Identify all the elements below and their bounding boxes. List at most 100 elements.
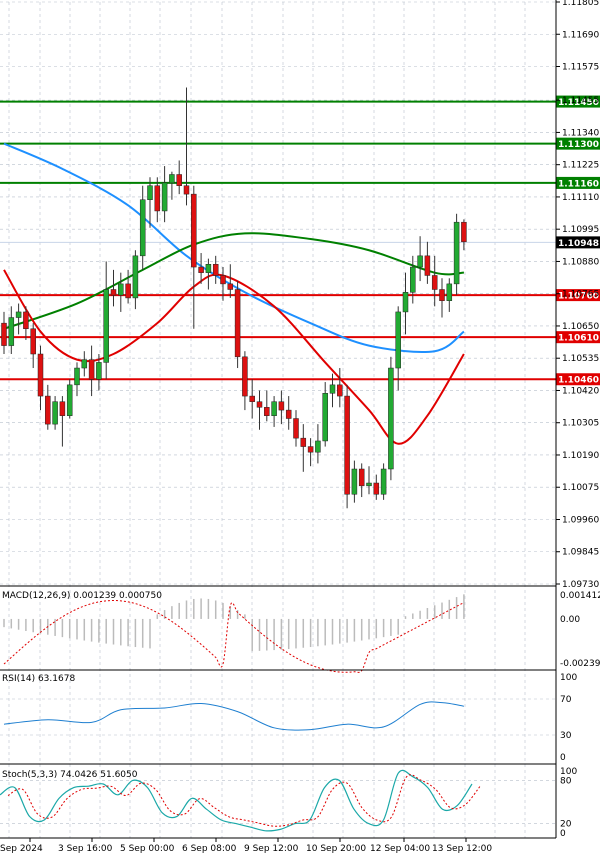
candle-body: [147, 185, 153, 200]
candle-body: [344, 395, 350, 495]
price-tick-label: 1.11690: [562, 30, 599, 40]
candle-body: [23, 311, 29, 330]
candle-body: [264, 407, 270, 416]
price-tick-label: 1.09730: [562, 580, 599, 590]
candle-body: [15, 311, 22, 318]
candle-body: [249, 395, 255, 402]
level-price-label: 1.10760: [558, 292, 599, 302]
candle-body: [417, 255, 423, 268]
axis-labels: MACD(12,26,9) 0.001239 0.000750 RSI(14) …: [2, 591, 162, 780]
candle-body: [118, 283, 124, 296]
candle-body: [388, 367, 394, 470]
candle-body: [8, 317, 15, 346]
candle-body: [285, 409, 292, 419]
macd-tick-label: 0.00: [560, 615, 580, 625]
candle-body: [424, 255, 431, 276]
level-price-label: 1.10610: [558, 334, 599, 344]
candle-body: [410, 266, 416, 293]
candle-body: [1, 322, 7, 346]
level-price-label: 1.11450: [558, 98, 599, 108]
stoch-tick-label: 100: [560, 767, 577, 777]
level-tag: [556, 331, 600, 344]
stoch-k-line: [0, 769, 473, 832]
candle-body: [88, 359, 95, 380]
candle-body: [431, 275, 438, 290]
level-tag: [556, 176, 600, 189]
rsi-tick-label: 0: [560, 753, 566, 763]
candle-body: [337, 384, 343, 397]
level-tag: [556, 289, 600, 302]
stoch-d-line: [7, 774, 481, 827]
candle-body: [300, 437, 307, 447]
moving-average-line: [3, 232, 464, 330]
current-price-tag: [556, 236, 600, 249]
macd-tick-label: 0.001412: [560, 591, 600, 601]
time-tick-label: 9 Sep 12:00: [244, 844, 299, 854]
candle-body: [52, 401, 58, 425]
candle-body: [322, 393, 328, 442]
candle-body: [351, 468, 358, 495]
level-tag: [556, 137, 600, 150]
candle-body: [366, 482, 372, 487]
price-tick-label: 1.10765: [562, 290, 599, 300]
candle-body: [446, 283, 453, 301]
price-tick-label: 1.10880: [562, 257, 599, 267]
candle-body: [45, 395, 51, 425]
price-tick-label: 1.09960: [562, 515, 599, 525]
candle-body: [271, 401, 277, 416]
rsi-tick-label: 70: [560, 695, 572, 705]
candle-body: [293, 418, 299, 439]
time-tick-label: 12 Sep 04:00: [370, 844, 430, 854]
candle-body: [395, 311, 401, 369]
time-tick-label: 3 Sep 16:00: [58, 844, 113, 854]
candle-body: [59, 401, 66, 416]
price-tick-label: 1.09845: [562, 548, 599, 558]
price-tick-label: 1.11340: [562, 128, 599, 138]
candle-body: [461, 221, 467, 243]
grid: [0, 1, 555, 838]
level-tag: [556, 373, 600, 386]
rsi-tick-label: 100: [560, 673, 577, 683]
candle-body: [220, 275, 226, 285]
rsi-tick-label: 30: [560, 731, 572, 741]
time-tick-label: Sep 2024: [0, 844, 43, 854]
candle-body: [191, 193, 197, 268]
candle-body: [110, 289, 117, 296]
candle-body: [315, 440, 321, 453]
candle-body: [183, 185, 190, 195]
candle-body: [234, 289, 241, 358]
time-tick-label: 13 Sep 12:00: [432, 844, 492, 854]
support-resistance-levels: 1.11450 1.11300 1.11160 1.10760 1.10610 1.104…: [0, 95, 600, 386]
price-tick-label: 1.11225: [562, 161, 599, 171]
rsi-label: RSI(14) 63.1678: [2, 674, 75, 684]
candle-body: [205, 264, 212, 273]
candle-body: [169, 174, 175, 184]
candle-body: [212, 264, 219, 276]
time-tick-label: 5 Sep 00:00: [120, 844, 175, 854]
candle-body: [278, 401, 285, 411]
level-price-label: 1.10460: [558, 376, 599, 386]
macd-label: MACD(12,26,9) 0.001239 0.000750: [2, 591, 162, 601]
current-price-label: 1.10948: [558, 239, 599, 249]
candle-body: [242, 356, 248, 397]
candle-body: [30, 328, 36, 355]
price-tick-label: 1.11455: [562, 96, 599, 106]
time-tick-label: 6 Sep 08:00: [182, 844, 237, 854]
time-tick-label: 10 Sep 20:00: [306, 844, 366, 854]
candle-body: [154, 185, 161, 212]
candle-body: [307, 446, 314, 453]
candle-body: [103, 289, 109, 363]
price-tick-label: 1.10995: [562, 225, 599, 235]
candlesticks: [1, 87, 467, 509]
candle-body: [74, 367, 80, 386]
candle-body: [139, 199, 146, 257]
candle-body: [329, 384, 336, 394]
price-tick-label: 1.10075: [562, 483, 599, 493]
candle-body: [81, 359, 88, 369]
candle-body: [125, 283, 131, 299]
stoch-label: Stoch(5,3,3) 74.0426 51.6050: [2, 770, 138, 780]
candle-body: [373, 482, 380, 495]
level-price-label: 1.11160: [558, 179, 599, 189]
